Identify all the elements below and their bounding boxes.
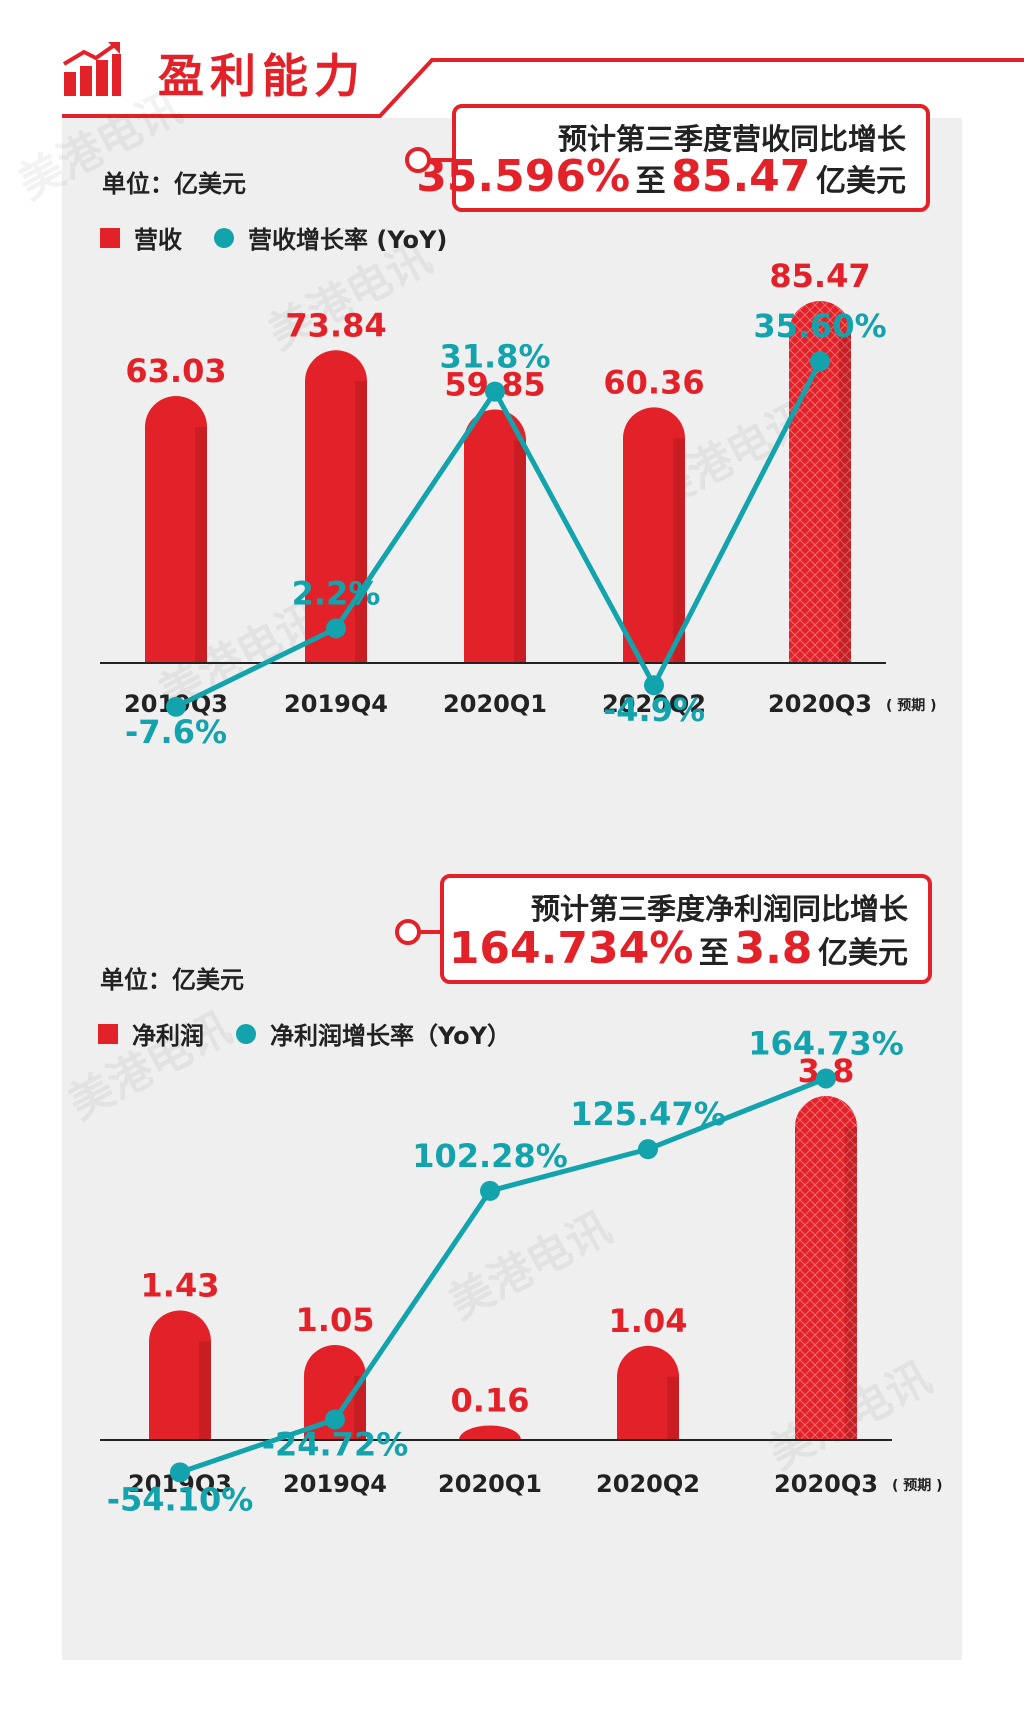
callout-mid: 至 — [698, 936, 729, 971]
profit-forecast-callout: 预计第三季度净利润同比增长 164.734% 至 3.8 亿美元 — [440, 874, 932, 984]
yoy-value-label: 164.73% — [748, 1024, 904, 1062]
chart-legend: 营收 营收增长率 (YoY) — [100, 220, 451, 255]
bar-2020Q1 — [464, 409, 526, 663]
legend-bar-label: 净利润 — [132, 1022, 204, 1050]
yoy-value-label: -4.9% — [603, 691, 705, 729]
legend-line-swatch — [214, 227, 234, 248]
bar-value-label: 60.36 — [603, 363, 704, 401]
x-tick-label: 2020Q1 — [438, 1470, 542, 1498]
chart-legend: 净利润 净利润增长率（YoY） — [98, 1016, 515, 1051]
yoy-point — [480, 1180, 500, 1201]
bar-shade — [514, 440, 526, 663]
yoy-value-label: 102.28% — [412, 1137, 568, 1175]
bar-value-label: 0.16 — [451, 1382, 530, 1420]
header-frame — [62, 58, 1024, 118]
bar-shade — [845, 1127, 857, 1440]
yoy-point — [810, 351, 830, 372]
bar-shade — [199, 1341, 211, 1440]
bar-2019Q4 — [305, 350, 367, 663]
legend-bar-swatch — [98, 1023, 118, 1044]
page-title: 盈利能力 — [158, 49, 366, 103]
yoy-value-label: 31.8% — [439, 338, 550, 376]
callout-title: 预计第三季度净利润同比增长 — [530, 892, 908, 926]
bar-shade — [673, 438, 685, 663]
rising-bar-chart-icon — [62, 42, 121, 96]
bar-value-label: 1.43 — [141, 1267, 220, 1305]
x-tick-label: 2020Q2 — [596, 1470, 700, 1498]
yoy-point — [816, 1068, 836, 1089]
revenue-forecast-callout: 预计第三季度营收同比增长 35.596% 至 85.47 亿美元 — [416, 104, 930, 212]
unit-label: 单位：亿美元 — [100, 966, 244, 994]
callout-unit: 亿美元 — [816, 164, 906, 199]
yoy-value-label: -24.72% — [262, 1425, 409, 1463]
bar-shade — [195, 427, 207, 663]
legend-bar-label: 营收 — [134, 226, 182, 254]
bar-2020Q1 — [459, 1425, 521, 1440]
callout-value: 35.596% 至 85.47 亿美元 — [416, 151, 906, 202]
unit-label: 单位：亿美元 — [102, 170, 246, 198]
x-tick-label: 2020Q3 — [768, 690, 872, 718]
bar-2019Q3 — [145, 396, 207, 663]
bar-shade — [354, 1375, 366, 1440]
legend-line-label: 营收增长率 (YoY) — [248, 226, 448, 254]
yoy-point — [166, 696, 186, 717]
yoy-value-label: -7.6% — [125, 713, 227, 751]
bar-value-label: 85.47 — [769, 257, 870, 295]
callout-amount: 85.47 — [671, 151, 811, 202]
bar-2020Q2 — [623, 407, 685, 663]
x-tick-label: 2020Q1 — [443, 690, 547, 718]
x-tick-label: 2020Q3 — [774, 1470, 878, 1498]
callout-mid: 至 — [635, 164, 666, 199]
yoy-value-label: -54.10% — [107, 1480, 254, 1518]
yoy-point — [638, 1139, 658, 1160]
legend-bar-swatch — [100, 227, 120, 248]
location-pin-icon — [405, 147, 452, 173]
callout-title: 预计第三季度营收同比增长 — [557, 122, 906, 156]
legend-line-label: 净利润增长率（YoY） — [270, 1022, 512, 1050]
bar-value-label: 73.84 — [285, 306, 386, 344]
bar-shade — [667, 1376, 679, 1440]
yoy-value-label: 35.60% — [753, 307, 886, 345]
yoy-point — [644, 675, 664, 696]
yoy-point — [326, 618, 346, 639]
bar-value-label: 1.05 — [296, 1301, 375, 1339]
bar-value-label: 63.03 — [125, 352, 226, 390]
yoy-value-label: 125.47% — [570, 1095, 726, 1133]
legend-line-swatch — [236, 1023, 256, 1044]
bar-2020Q2 — [617, 1345, 679, 1440]
callout-unit: 亿美元 — [818, 936, 908, 971]
bar-2020Q3 — [795, 1096, 857, 1440]
bar-value-label: 1.04 — [609, 1302, 688, 1340]
forecast-note: ( 预期 ) — [886, 698, 937, 714]
location-pin-icon — [395, 919, 442, 945]
bar-shade — [839, 332, 851, 663]
callout-amount: 3.8 — [734, 923, 813, 974]
callout-pct: 164.734% — [448, 923, 694, 974]
forecast-note: ( 预期 ) — [892, 1478, 943, 1494]
bar-2019Q4 — [304, 1344, 366, 1440]
callout-value: 164.734% 至 3.8 亿美元 — [449, 923, 908, 974]
yoy-value-label: 2.2% — [292, 574, 381, 612]
bar-2019Q3 — [149, 1310, 211, 1440]
yoy-point — [485, 381, 505, 402]
yoy-point — [170, 1462, 190, 1483]
x-tick-label: 2019Q4 — [283, 1470, 387, 1498]
yoy-point — [325, 1409, 345, 1430]
x-tick-label: 2019Q4 — [284, 690, 388, 718]
